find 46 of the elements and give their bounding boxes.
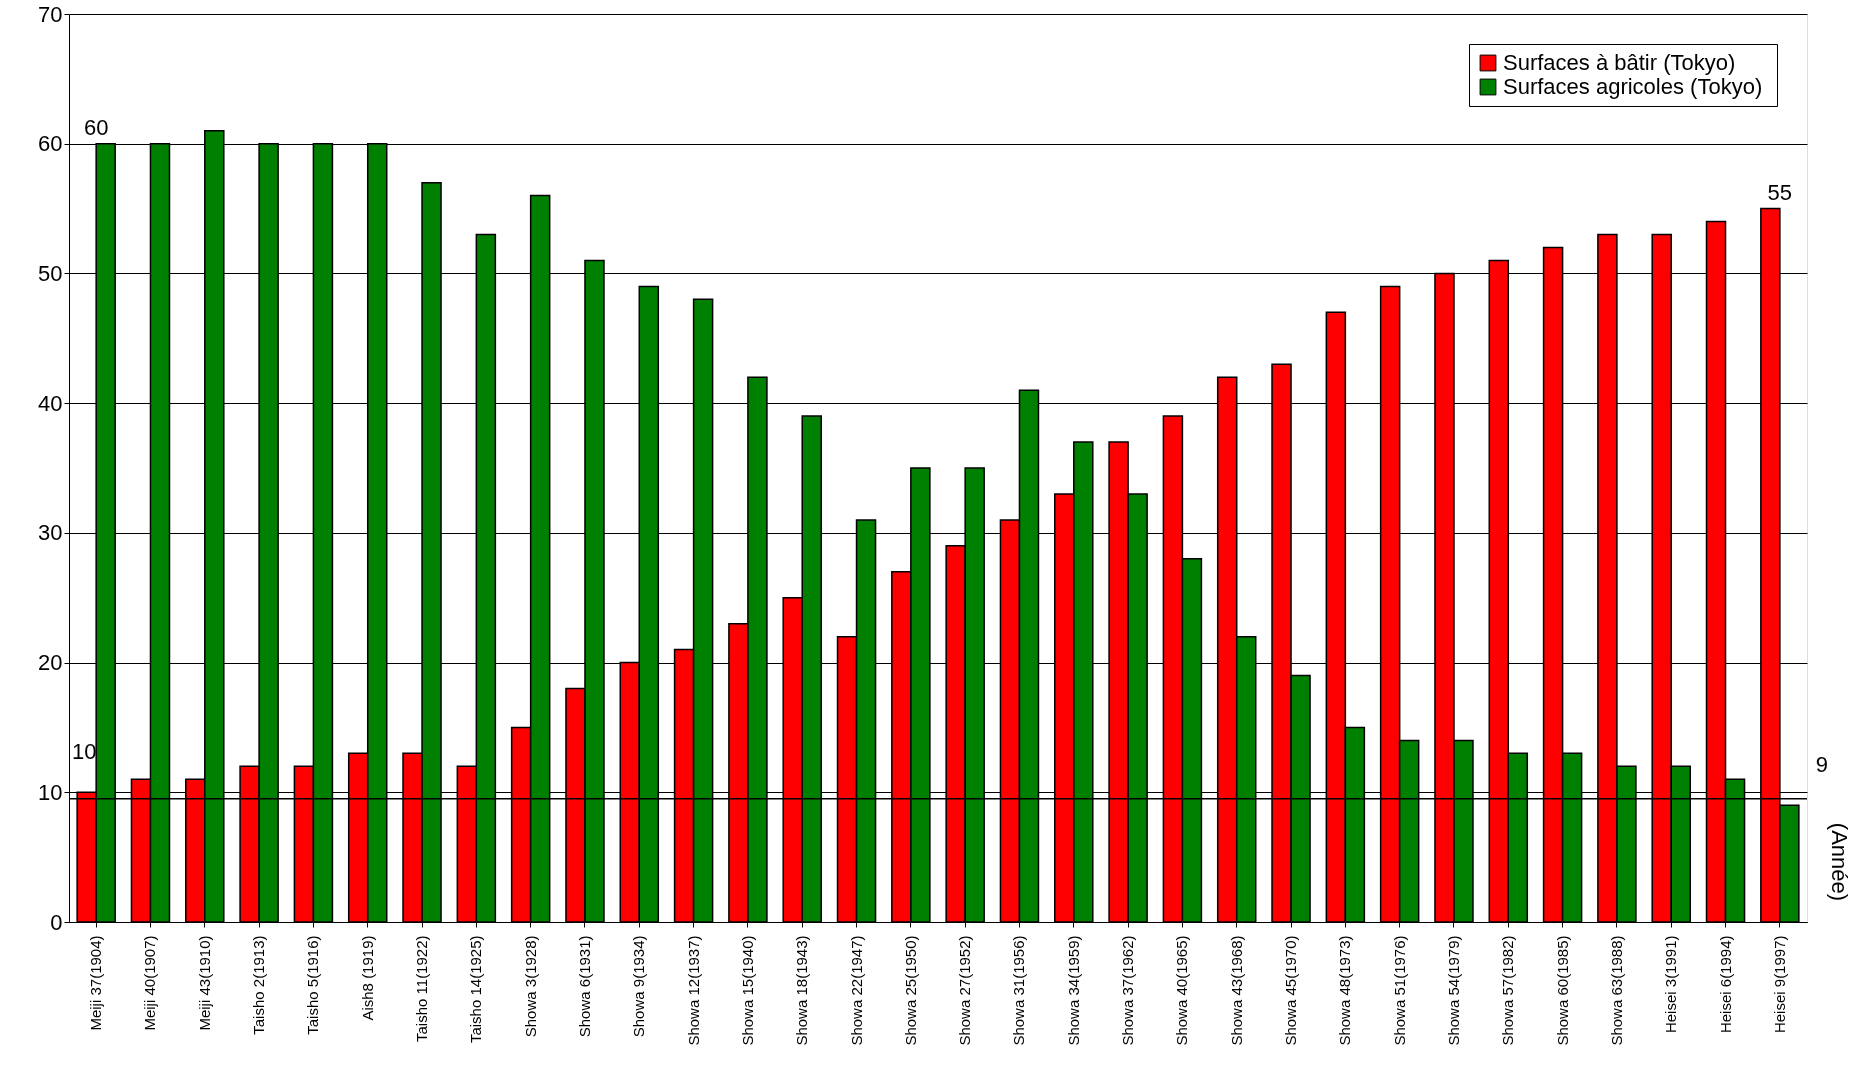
x-tick-label: Taisho 2(1913) xyxy=(250,935,268,1035)
x-tick-label: Showa 51(1976) xyxy=(1390,935,1408,1046)
x-tick-label: Taisho 11(1922) xyxy=(413,935,431,1042)
x-tick-label: Meiji 40(1907) xyxy=(141,935,159,1031)
x-tick-label: Showa 31(1956) xyxy=(1010,935,1028,1046)
x-tick-label: Meiji 43(1910) xyxy=(195,935,213,1031)
x-tick-label: Showa 48(1973) xyxy=(1336,935,1354,1046)
legend-label: Surfaces agricoles (Tokyo) xyxy=(1503,74,1763,99)
y-tick-label: 10 xyxy=(38,779,63,805)
x-tick-label: Showa 45(1970) xyxy=(1282,935,1300,1046)
x-tick-label: Showa 12(1937) xyxy=(684,935,702,1046)
x-tick-label: Showa 54(1979) xyxy=(1444,935,1462,1046)
x-tick-label: Taisho 14(1925) xyxy=(467,935,485,1044)
y-tick-label: 30 xyxy=(38,520,63,546)
x-tick-label: Showa 18(1943) xyxy=(793,935,811,1046)
y-tick-label: 50 xyxy=(38,260,63,286)
y-tick-label: 20 xyxy=(38,650,63,676)
x-tick-label: Showa 63(1988) xyxy=(1607,935,1625,1046)
x-tick-label: Showa 6(1931) xyxy=(575,935,593,1038)
x-tick-label: Showa 43(1968) xyxy=(1227,935,1245,1046)
x-tick-label: Showa 27(1952) xyxy=(956,935,974,1046)
y-tick-label: 40 xyxy=(38,390,63,416)
y-tick-label: 60 xyxy=(38,131,63,157)
x-tick-label: Showa 37(1962) xyxy=(1119,935,1137,1046)
x-tick-label: Showa 40(1965) xyxy=(1173,935,1191,1046)
x-tick-label: Showa 60(1985) xyxy=(1553,935,1571,1046)
x-tick-label: Showa 3(1928) xyxy=(521,935,539,1038)
x-tick-label: Heisei 9(1997) xyxy=(1770,935,1788,1034)
annotation: 9 xyxy=(1815,752,1828,778)
annotation: 60 xyxy=(83,114,109,140)
x-tick-label: Showa 22(1947) xyxy=(847,935,865,1046)
text: (Année) xyxy=(1827,822,1852,902)
x-tick-label: Showa 25(1950) xyxy=(901,935,919,1046)
x-tick-label: Heisei 3(1991) xyxy=(1662,935,1680,1034)
x-tick-label: Taisho 5(1916) xyxy=(304,935,322,1035)
x-tick-label: Meiji 37(1904) xyxy=(87,935,105,1031)
x-tick-label: Showa 57(1982) xyxy=(1499,935,1517,1046)
x-tick-label: Showa 34(1959) xyxy=(1064,935,1082,1046)
annotation: 55 xyxy=(1767,179,1793,205)
y-tick-label: 70 xyxy=(38,1,63,27)
y-tick-label: 0 xyxy=(50,909,63,935)
x-tick-label: Aish8 (1919) xyxy=(358,935,376,1021)
x-tick-label: Showa 9(1934) xyxy=(630,935,648,1038)
x-tick-label: Showa 15(1940) xyxy=(738,935,756,1046)
x-tick-label: Heisei 6(1994) xyxy=(1716,935,1734,1034)
legend-label: Surfaces à bâtir (Tokyo) xyxy=(1503,50,1736,75)
